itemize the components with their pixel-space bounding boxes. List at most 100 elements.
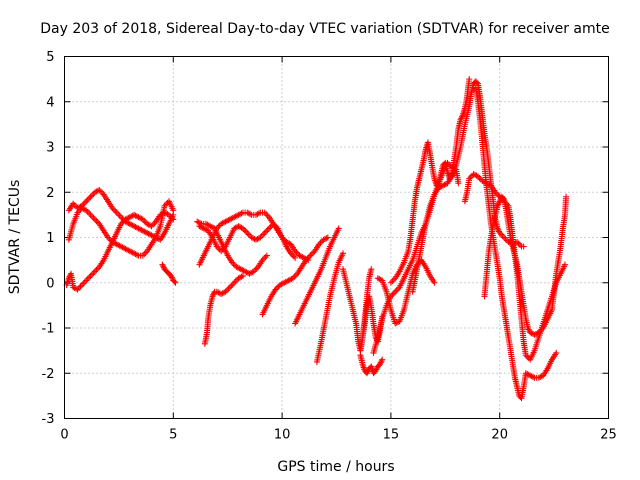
data-point [263, 228, 270, 235]
data-point [172, 279, 179, 286]
data-point [89, 271, 96, 278]
data-point [389, 278, 396, 285]
data-point [76, 285, 83, 292]
data-point [495, 226, 502, 233]
data-point [80, 280, 87, 287]
series-track-u [481, 193, 570, 338]
x-tick-label: 20 [491, 428, 508, 443]
series-track-q [387, 76, 473, 286]
data-point [254, 236, 261, 243]
data-point [237, 223, 244, 230]
data-point [260, 231, 267, 238]
data-point [266, 225, 273, 232]
y-tick-label: 4 [46, 95, 54, 110]
data-point [239, 272, 246, 279]
x-tick-label: 5 [169, 428, 177, 443]
data-point [245, 210, 252, 217]
y-tick-label: 3 [46, 141, 54, 156]
data-point [499, 194, 506, 201]
y-tick-label: -2 [42, 367, 55, 382]
tick-layer: 0 5 10 15 20 25 -3 -2 -1 0 1 2 3 4 5 [42, 50, 617, 443]
x-axis-label: GPS time / hours [277, 459, 394, 475]
data-point [335, 225, 342, 232]
data-point [91, 216, 98, 223]
data-point [499, 232, 506, 239]
data-point [87, 211, 94, 218]
x-tick-label: 15 [383, 428, 400, 443]
data-point [262, 254, 269, 261]
data-point [83, 277, 90, 284]
data-point [229, 281, 236, 288]
data-point [87, 193, 94, 200]
series-track-j [292, 225, 342, 327]
data-point [261, 229, 268, 236]
data-point [537, 374, 544, 381]
data-point [171, 278, 178, 285]
data-point [228, 282, 235, 289]
data-point [466, 76, 473, 83]
data-point [502, 236, 509, 243]
series-track-e [194, 218, 270, 277]
data-point [247, 211, 254, 218]
x-tick-label: 10 [274, 428, 291, 443]
data-point [553, 349, 560, 356]
data-point [93, 217, 100, 224]
y-tick-label: 0 [46, 276, 54, 291]
data-point [170, 207, 177, 214]
data-point [244, 229, 251, 236]
marks-layer [63, 76, 570, 402]
data-point [93, 266, 100, 273]
data-point [91, 268, 98, 275]
data-point [379, 356, 386, 363]
data-point [324, 234, 331, 241]
x-tick-label: 25 [600, 428, 617, 443]
series-track-k [313, 250, 347, 365]
data-point [368, 266, 375, 273]
data-point [170, 216, 177, 223]
data-point [264, 226, 271, 233]
data-point [525, 326, 532, 333]
series-track-d [159, 261, 179, 286]
x-tick-label: 0 [60, 428, 68, 443]
data-point [455, 180, 462, 187]
data-point [141, 251, 148, 258]
data-point [473, 79, 480, 86]
data-point [254, 211, 261, 218]
data-point [89, 213, 96, 220]
data-point [149, 221, 156, 228]
data-point [263, 211, 270, 218]
y-tick-label: 2 [46, 186, 54, 201]
data-point [86, 274, 93, 281]
data-point [245, 231, 252, 238]
data-point [116, 212, 123, 219]
series-track-a [65, 186, 177, 243]
y-axis-label: SDTVAR / TECUs [7, 180, 23, 295]
series-track-m [357, 352, 386, 377]
data-point [308, 251, 315, 258]
data-point [431, 279, 438, 286]
data-point [232, 278, 239, 285]
data-point [501, 234, 508, 241]
data-point [340, 250, 347, 257]
data-point [231, 279, 238, 286]
data-point [238, 273, 245, 280]
series-track-g [196, 209, 312, 268]
y-tick-label: -3 [42, 412, 55, 427]
data-point [90, 269, 97, 276]
data-point [113, 209, 120, 216]
series-track-b [65, 198, 177, 259]
data-point [520, 243, 527, 250]
data-point [87, 272, 94, 279]
plot-frame [64, 56, 609, 419]
data-point [561, 261, 568, 268]
data-point [115, 211, 122, 218]
data-point [247, 269, 254, 276]
data-point [563, 193, 570, 200]
series-track-t [472, 85, 560, 402]
data-point [387, 279, 394, 286]
data-point [81, 278, 88, 285]
chart-title: Day 203 of 2018, Sidereal Day-to-day VTE… [40, 21, 610, 37]
data-point [90, 214, 97, 221]
data-point [376, 275, 383, 282]
